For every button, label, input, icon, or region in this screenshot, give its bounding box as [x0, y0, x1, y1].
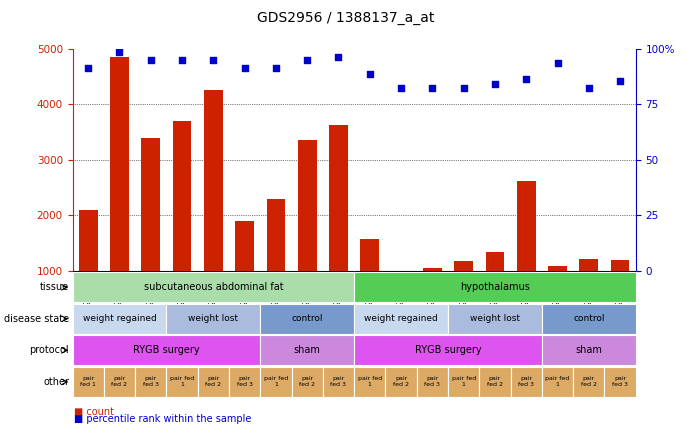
Text: pair
fed 2: pair fed 2 [111, 377, 127, 387]
Bar [267, 199, 285, 271]
Point [458, 84, 469, 91]
Text: weight regained: weight regained [83, 314, 156, 323]
Text: RYGB surgery: RYGB surgery [133, 345, 200, 355]
Text: weight lost: weight lost [189, 314, 238, 323]
Bar [611, 260, 630, 271]
Point [114, 48, 125, 55]
Point [552, 59, 563, 66]
Bar [361, 239, 379, 271]
Text: pair fed
1: pair fed 1 [358, 377, 382, 387]
Text: control: control [573, 314, 605, 323]
Text: weight lost: weight lost [470, 314, 520, 323]
Bar [110, 57, 129, 271]
Bar [235, 221, 254, 271]
Bar [517, 181, 536, 271]
Point [239, 65, 250, 72]
Point [583, 84, 594, 91]
Text: pair
fed 3: pair fed 3 [236, 377, 253, 387]
Point [489, 80, 500, 87]
Bar [79, 210, 97, 271]
Bar [329, 126, 348, 271]
Text: other: other [43, 377, 69, 387]
Text: protocol: protocol [30, 345, 69, 355]
Point [145, 56, 156, 63]
Bar [423, 267, 442, 271]
Text: pair
fed 3: pair fed 3 [330, 377, 346, 387]
Point [364, 70, 375, 77]
Text: hypothalamus: hypothalamus [460, 282, 530, 292]
Point [427, 84, 438, 91]
Bar [173, 121, 191, 271]
Bar [486, 252, 504, 271]
Point [302, 56, 313, 63]
Text: pair
fed 2: pair fed 2 [393, 377, 409, 387]
Text: disease state: disease state [4, 314, 69, 324]
Text: weight regained: weight regained [364, 314, 438, 323]
Text: pair
fed 2: pair fed 2 [487, 377, 503, 387]
Text: pair fed
1: pair fed 1 [170, 377, 194, 387]
Bar [548, 266, 567, 271]
Bar [298, 140, 316, 271]
Point [176, 56, 187, 63]
Text: tissue: tissue [40, 282, 69, 292]
Text: sham: sham [294, 345, 321, 355]
Text: pair
fed 1: pair fed 1 [80, 377, 96, 387]
Point [270, 65, 281, 72]
Text: pair fed
1: pair fed 1 [545, 377, 569, 387]
Text: pair
fed 3: pair fed 3 [612, 377, 628, 387]
Bar [454, 261, 473, 271]
Bar [204, 91, 223, 271]
Bar [142, 138, 160, 271]
Text: pair
fed 2: pair fed 2 [581, 377, 597, 387]
Point [614, 78, 625, 85]
Text: control: control [292, 314, 323, 323]
Bar [392, 271, 410, 274]
Text: pair
fed 2: pair fed 2 [299, 377, 315, 387]
Text: sham: sham [576, 345, 603, 355]
Point [333, 54, 344, 61]
Text: GDS2956 / 1388137_a_at: GDS2956 / 1388137_a_at [257, 11, 434, 25]
Text: subcutaneous abdominal fat: subcutaneous abdominal fat [144, 282, 283, 292]
Text: pair fed
1: pair fed 1 [451, 377, 476, 387]
Point [208, 56, 219, 63]
Text: ■ percentile rank within the sample: ■ percentile rank within the sample [74, 414, 252, 424]
Text: pair
fed 3: pair fed 3 [143, 377, 159, 387]
Text: ■ count: ■ count [74, 407, 114, 417]
Text: pair fed
1: pair fed 1 [264, 377, 288, 387]
Point [395, 84, 406, 91]
Point [521, 76, 532, 83]
Text: pair
fed 3: pair fed 3 [424, 377, 440, 387]
Bar [579, 258, 598, 271]
Text: pair
fed 3: pair fed 3 [518, 377, 534, 387]
Text: RYGB surgery: RYGB surgery [415, 345, 482, 355]
Text: pair
fed 2: pair fed 2 [205, 377, 221, 387]
Point [83, 65, 94, 72]
